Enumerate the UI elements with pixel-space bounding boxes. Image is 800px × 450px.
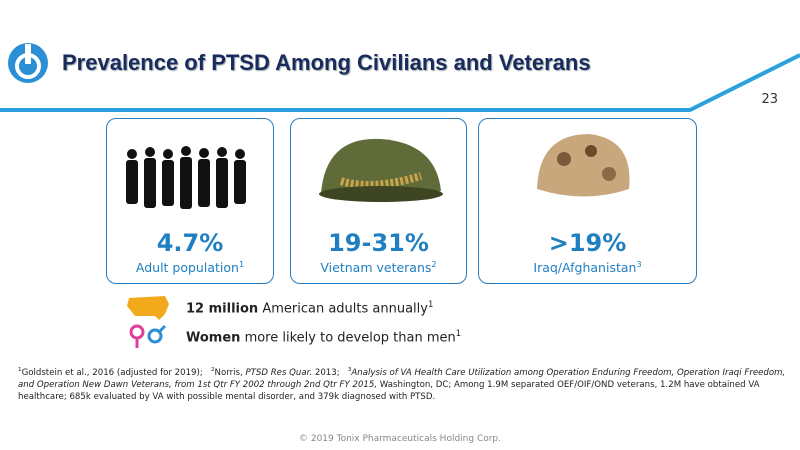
people-icon bbox=[126, 146, 246, 209]
footnote-text: Washington, DC; Among 1.9M separated OEF… bbox=[18, 379, 760, 402]
bullet: 12 million American adults annually1 bbox=[186, 299, 433, 316]
bold-text: 12 million bbox=[186, 301, 259, 317]
helmet-icon bbox=[537, 134, 630, 197]
stat-card: 4.7% Adult population1 bbox=[106, 118, 274, 284]
stat-label: Adult population1 bbox=[107, 259, 273, 275]
label-text: Vietnam veterans bbox=[320, 260, 432, 276]
footnote-text: Goldstein et al., 2016 (adjusted for 201… bbox=[21, 367, 203, 378]
superscript: 1 bbox=[238, 259, 245, 269]
stat: 19-31% bbox=[328, 229, 429, 257]
label-text: Iraq/Afghanistan bbox=[533, 260, 637, 276]
footnote-text: Norris, bbox=[214, 367, 246, 378]
helmet-icon bbox=[319, 138, 443, 202]
stat-label: Iraq/Afghanistan3 bbox=[479, 259, 696, 275]
header-graphics bbox=[0, 43, 800, 112]
stat: 4.7% bbox=[156, 229, 224, 257]
superscript: 1 bbox=[455, 328, 462, 338]
stat-card: >19% Iraq/Afghanistan3 bbox=[478, 118, 697, 284]
bullet-icons bbox=[127, 296, 169, 348]
bullet: Women more likely to develop than men1 bbox=[186, 328, 461, 345]
bold-text: Women bbox=[186, 330, 241, 346]
superscript: 2 bbox=[210, 367, 215, 373]
bullet-text: more likely to develop than men bbox=[240, 330, 456, 346]
stat-label: Vietnam veterans2 bbox=[291, 259, 466, 275]
bullet-text: American adults annually bbox=[258, 301, 428, 317]
footnote-italic: Analysis of VA Health Care Utilization a… bbox=[18, 367, 786, 390]
stat-card: 19-31% Vietnam veterans2 bbox=[290, 118, 467, 284]
stat: >19% bbox=[548, 229, 627, 257]
superscript: 2 bbox=[431, 259, 437, 269]
footnote-italic: PTSD Res Quar. bbox=[245, 367, 313, 378]
footnote-text: 2013; bbox=[312, 367, 340, 378]
superscript: 3 bbox=[347, 367, 352, 373]
label-text: Adult population bbox=[135, 260, 239, 276]
superscript: 1 bbox=[18, 367, 22, 373]
page-number: 23 bbox=[761, 92, 778, 107]
slide-title: Prevalence of PTSD Among Civilians and V… bbox=[62, 50, 591, 75]
superscript: 3 bbox=[636, 259, 642, 269]
footnotes: 1Goldstein et al., 2016 (adjusted for 20… bbox=[18, 364, 788, 403]
superscript: 1 bbox=[427, 299, 434, 309]
footer: © 2019 Tonix Pharmaceuticals Holding Cor… bbox=[298, 434, 502, 444]
